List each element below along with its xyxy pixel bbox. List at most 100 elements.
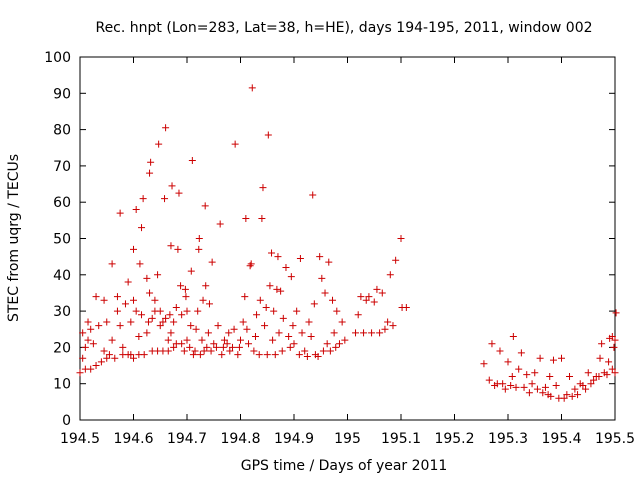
data-point: [234, 351, 242, 359]
data-point: [246, 262, 254, 270]
data-point: [130, 296, 137, 304]
x-tick-label: 195.4: [541, 431, 581, 447]
data-point: [365, 293, 373, 301]
x-tick-label: 195.1: [381, 431, 421, 447]
x-axis: 194.5 194.6 194.7 194.8 194.9 195 195.1 195.2 19…: [60, 57, 635, 447]
data-point: [539, 389, 547, 397]
data-point: [116, 209, 124, 217]
data-point: [608, 365, 616, 373]
data-point: [79, 354, 87, 362]
data-point: [147, 158, 155, 166]
data-point: [323, 340, 331, 348]
data-point: [293, 307, 301, 315]
data-point: [373, 285, 381, 293]
data-point: [536, 354, 544, 362]
data-point: [121, 300, 129, 308]
data-point: [533, 385, 541, 393]
data-point: [162, 124, 170, 132]
data-point: [509, 333, 517, 341]
data-point: [182, 293, 190, 301]
data-point: [316, 253, 324, 261]
data-point: [154, 271, 162, 279]
y-tick-label: 80: [53, 123, 71, 139]
data-point: [278, 347, 286, 355]
data-point: [397, 235, 405, 242]
data-point: [598, 340, 606, 348]
data-point: [563, 391, 571, 399]
data-point: [402, 303, 410, 311]
data-point: [612, 309, 620, 317]
data-point: [381, 325, 389, 333]
data-point: [113, 293, 121, 301]
data-point: [230, 325, 238, 333]
data-point: [116, 322, 124, 330]
data-point: [143, 274, 151, 282]
data-point: [282, 264, 290, 272]
data-point: [167, 329, 175, 337]
data-point: [558, 354, 565, 362]
data-point: [504, 358, 512, 366]
data-point: [587, 380, 595, 388]
data-point: [488, 340, 496, 348]
data-point: [269, 336, 277, 344]
data-point: [237, 336, 244, 344]
data-point: [225, 329, 233, 337]
data-point: [384, 318, 392, 326]
data-point: [203, 343, 211, 351]
x-tick-label: 194.5: [60, 431, 100, 447]
data-point: [195, 235, 203, 242]
data-point: [245, 340, 253, 348]
data-point: [89, 340, 97, 348]
data-point: [517, 349, 525, 357]
data-point: [198, 336, 206, 344]
data-point: [512, 383, 520, 391]
data-point: [603, 371, 611, 379]
data-point: [549, 356, 557, 364]
data-point: [582, 385, 590, 393]
data-point: [275, 329, 283, 337]
x-tick-label: 194.7: [167, 431, 207, 447]
data-point: [183, 307, 191, 315]
data-point: [87, 365, 95, 373]
data-point: [341, 336, 349, 344]
data-point: [314, 352, 322, 360]
data-point: [200, 347, 208, 355]
data-point: [156, 307, 164, 315]
data-point: [289, 322, 297, 330]
data-point: [223, 340, 231, 348]
data-point: [219, 343, 227, 351]
data-point: [113, 307, 121, 315]
data-points: [76, 84, 620, 402]
data-point: [590, 376, 598, 384]
x-tick-label: 195.2: [434, 431, 474, 447]
y-tick-label: 90: [53, 86, 71, 102]
data-point: [202, 282, 210, 290]
data-point: [218, 351, 226, 359]
data-point: [164, 347, 172, 355]
data-point: [130, 245, 137, 253]
data-point: [138, 224, 146, 232]
data-point: [571, 385, 579, 393]
data-point: [611, 369, 619, 377]
data-point: [127, 351, 135, 359]
data-point: [386, 271, 394, 279]
data-point: [528, 380, 536, 388]
x-tick-label: 195.5: [595, 431, 635, 447]
x-tick-label: 194.9: [274, 431, 314, 447]
data-point: [220, 336, 228, 344]
data-point: [318, 274, 326, 282]
data-point: [196, 351, 204, 359]
data-point: [204, 329, 212, 337]
data-point: [228, 343, 236, 351]
data-point: [287, 273, 295, 281]
data-point: [611, 336, 619, 344]
data-point: [574, 391, 582, 399]
data-point: [195, 245, 203, 253]
data-point: [201, 202, 209, 210]
y-tick-label: 30: [53, 304, 71, 320]
data-point: [191, 347, 199, 355]
data-point: [124, 278, 132, 286]
data-point: [212, 343, 220, 351]
data-point: [178, 311, 186, 319]
